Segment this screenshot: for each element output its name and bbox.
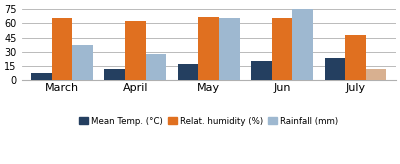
Bar (219, 19, 240, 80)
Bar (31, 73, 52, 80)
Bar (72, 45, 93, 80)
Bar (272, 19, 292, 80)
Bar (251, 61, 272, 80)
Legend: Mean Temp. (°C), Relat. humidity (%), Rainfall (mm): Mean Temp. (°C), Relat. humidity (%), Ra… (79, 117, 338, 126)
Bar (178, 64, 198, 80)
Bar (146, 54, 166, 80)
Bar (52, 19, 72, 80)
Bar (104, 69, 125, 80)
Bar (198, 17, 219, 80)
Bar (325, 58, 345, 80)
Bar (345, 35, 366, 80)
Bar (125, 21, 146, 80)
Bar (292, 9, 313, 80)
Bar (366, 69, 386, 80)
